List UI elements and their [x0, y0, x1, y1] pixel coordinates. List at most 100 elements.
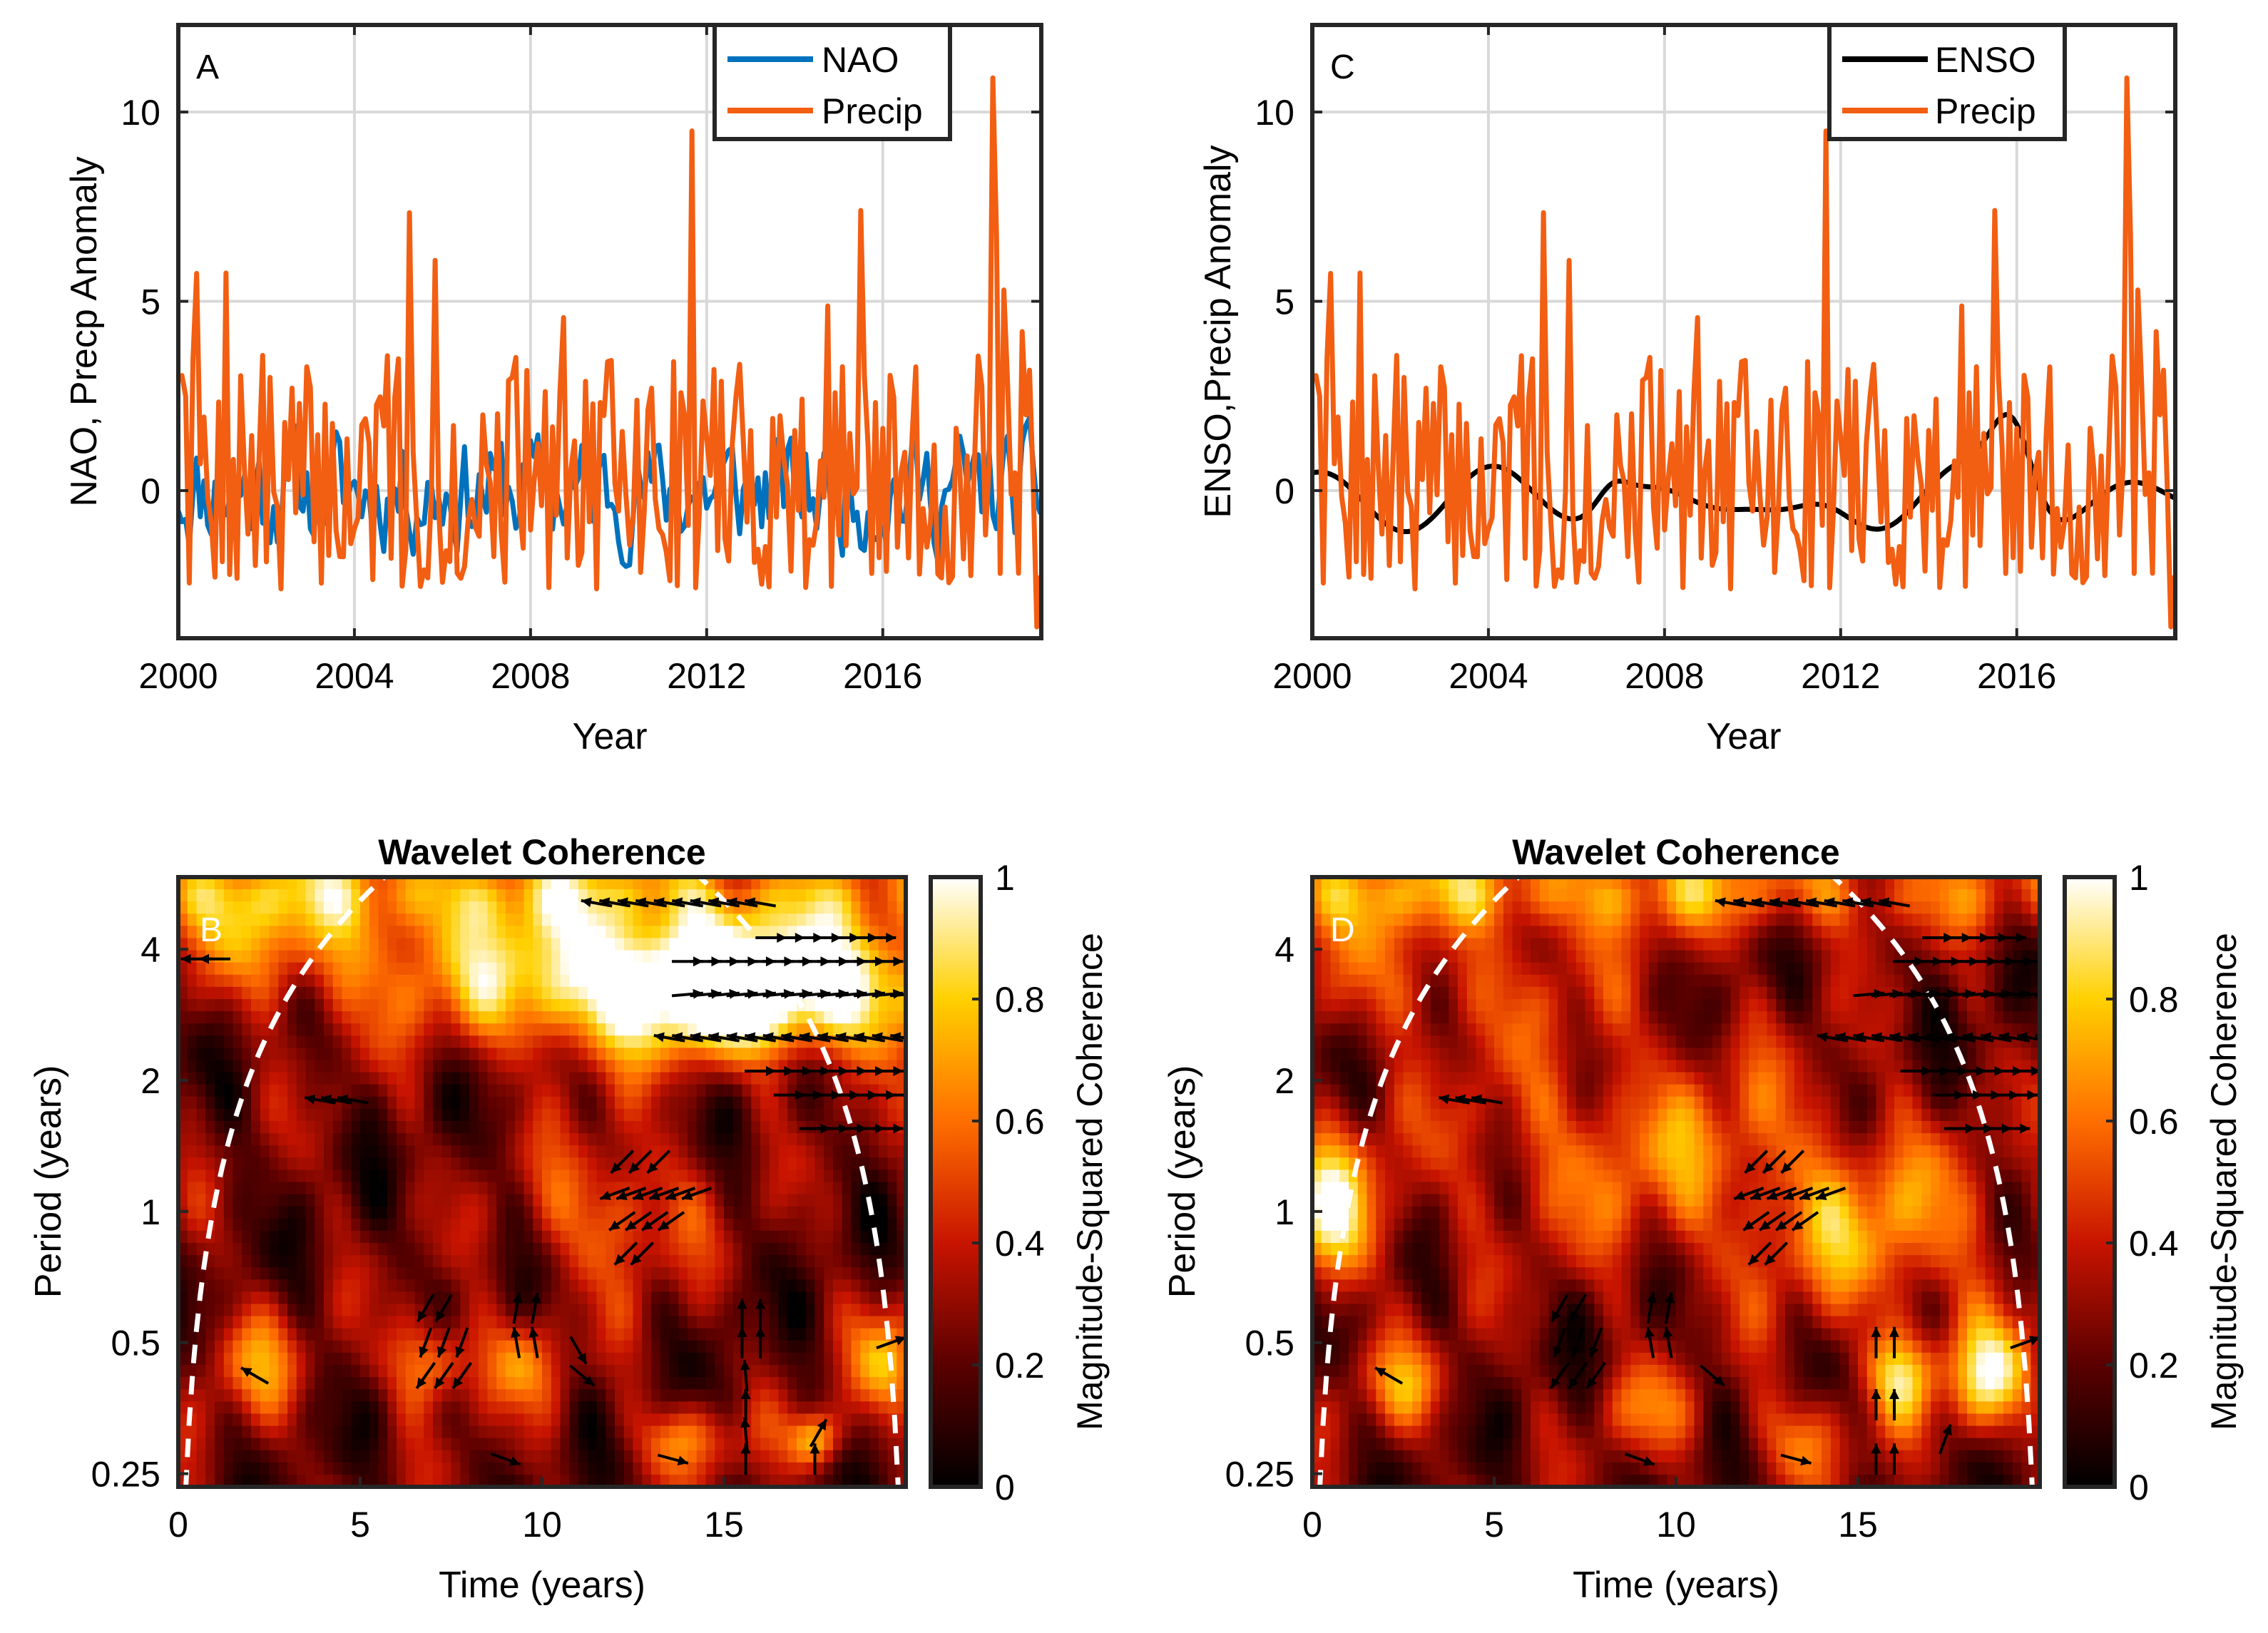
heatmap-cell: [378, 1048, 389, 1061]
heatmap-cell: [787, 1365, 797, 1378]
heatmap-cell: [514, 938, 525, 951]
heatmap-cell: [615, 1474, 625, 1487]
heatmap-cell: [869, 1011, 879, 1024]
heatmap-cell: [451, 1425, 461, 1439]
heatmap-cell: [615, 1450, 625, 1463]
phase-arrow: [531, 1292, 541, 1324]
heatmap-cell: [1548, 974, 1559, 988]
panel-d-heatmap: [1312, 877, 2040, 1487]
heatmap-cell: [260, 1243, 270, 1256]
heatmap-cell: [387, 877, 397, 890]
heatmap-cell: [397, 1145, 407, 1159]
heatmap-cell: [623, 1328, 634, 1341]
heatmap-cell: [615, 974, 625, 988]
heatmap-cell: [606, 1389, 615, 1403]
heatmap-cell: [233, 1316, 243, 1329]
heatmap-cell: [887, 1072, 898, 1085]
heatmap-cell: [469, 1389, 479, 1403]
heatmap-cell: [1685, 974, 1695, 988]
heatmap-cell: [578, 1316, 588, 1329]
heatmap-cell: [833, 1291, 843, 1305]
heatmap-cell: [751, 1182, 761, 1195]
heatmap-cell: [842, 1340, 852, 1353]
phase-arrow: [434, 1294, 454, 1323]
heatmap-cell: [187, 1255, 198, 1268]
heatmap-cell: [424, 1096, 434, 1110]
legend-nao-label: NAO: [822, 40, 899, 80]
heatmap-cell: [1558, 938, 1568, 951]
heatmap-cell: [851, 1048, 862, 1061]
heatmap-cell: [251, 1218, 261, 1232]
heatmap-cell: [215, 901, 225, 915]
heatmap-cell: [1685, 950, 1695, 963]
heatmap-cell: [715, 1365, 725, 1378]
heatmap-cell: [587, 1438, 598, 1451]
heatmap-cell: [1640, 889, 1650, 902]
heatmap-cell: [514, 986, 525, 1000]
heatmap-cell: [578, 974, 588, 988]
heatmap-cell: [315, 1304, 325, 1317]
heatmap-cell: [596, 962, 607, 976]
heatmap-cell: [215, 1304, 225, 1317]
heatmap-cell: [869, 1291, 879, 1305]
heatmap-cell: [651, 974, 661, 988]
heatmap-cell: [869, 1096, 879, 1110]
heatmap-cell: [360, 1267, 370, 1281]
heatmap-cell: [1330, 877, 1341, 890]
heatmap-cell: [1330, 962, 1341, 976]
heatmap-cell: [251, 1328, 261, 1341]
heatmap-cell: [433, 1389, 443, 1403]
heatmap-cell: [478, 1450, 489, 1463]
heatmap-cell: [533, 1035, 543, 1049]
heatmap-cell: [760, 1023, 770, 1037]
heatmap-cell: [414, 1048, 425, 1061]
heatmap-cell: [405, 1011, 416, 1024]
heatmap-cell: [1503, 913, 1513, 927]
heatmap-cell: [287, 1096, 297, 1110]
heatmap-cell: [569, 913, 579, 927]
heatmap-cell: [669, 1133, 680, 1146]
heatmap-cell: [251, 1425, 261, 1439]
heatmap-cell: [332, 1413, 343, 1427]
heatmap-cell: [688, 1108, 698, 1122]
heatmap-cell: [405, 950, 416, 963]
heatmap-cell: [351, 962, 361, 976]
heatmap-cell: [223, 1255, 234, 1268]
heatmap-cell: [651, 877, 661, 890]
heatmap-cell: [506, 1218, 516, 1232]
heatmap-cell: [342, 974, 352, 988]
heatmap-cell: [797, 1218, 807, 1232]
heatmap-cell: [805, 1389, 816, 1403]
heatmap-cell: [560, 1121, 571, 1134]
heatmap-cell: [469, 1291, 479, 1305]
heatmap-cell: [1330, 901, 1341, 915]
heatmap-cell: [223, 1072, 234, 1085]
heatmap-cell: [1839, 926, 1850, 939]
heatmap-cell: [469, 1145, 479, 1159]
heatmap-cell: [187, 1048, 198, 1061]
heatmap-cell: [278, 974, 288, 988]
heatmap-cell: [187, 1011, 198, 1024]
heatmap-cell: [1421, 938, 1431, 951]
heatmap-cell: [433, 1267, 443, 1281]
heatmap-cell: [351, 1182, 361, 1195]
heatmap-cell: [669, 1023, 680, 1037]
heatmap-cell: [851, 1462, 862, 1475]
heatmap-cell: [797, 1096, 807, 1110]
heatmap-cell: [506, 1389, 516, 1403]
heatmap-cell: [760, 974, 770, 988]
heatmap-cell: [223, 986, 234, 1000]
heatmap-cell: [642, 1352, 652, 1366]
heatmap-cell: [1567, 938, 1577, 951]
heatmap-cell: [742, 1182, 752, 1195]
heatmap-cell: [1812, 926, 1822, 939]
heatmap-cell: [833, 1462, 843, 1475]
heatmap-cell: [460, 1316, 470, 1329]
heatmap-cell: [642, 1060, 652, 1073]
heatmap-cell: [787, 1169, 797, 1183]
heatmap-cell: [332, 938, 343, 951]
heatmap-cell: [278, 1243, 288, 1256]
heatmap-cell: [305, 1352, 316, 1366]
heatmap-cell: [533, 1206, 543, 1219]
heatmap-cell: [1885, 913, 1895, 927]
